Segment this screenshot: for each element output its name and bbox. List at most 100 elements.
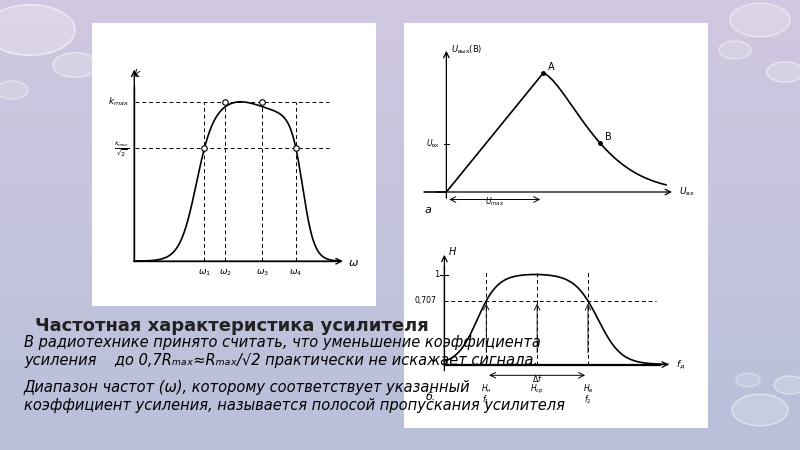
Bar — [0, 166, 800, 169]
Bar — [0, 324, 800, 326]
Bar — [0, 0, 800, 2]
Bar — [0, 27, 800, 29]
Bar — [0, 81, 800, 83]
Bar — [0, 207, 800, 209]
Bar — [0, 414, 800, 416]
Circle shape — [774, 376, 800, 394]
Text: $f_д$: $f_д$ — [676, 358, 685, 371]
Bar — [0, 180, 800, 182]
Bar — [0, 238, 800, 241]
Text: A: A — [547, 62, 554, 72]
Bar — [0, 22, 800, 25]
Bar — [0, 281, 800, 284]
Bar — [0, 335, 800, 338]
Text: $U_{\rm вых}$(В): $U_{\rm вых}$(В) — [450, 43, 482, 56]
Bar — [0, 50, 800, 52]
Text: $U_{\rm вх}$: $U_{\rm вх}$ — [426, 138, 440, 150]
Text: $f_2$: $f_2$ — [584, 393, 592, 406]
Bar — [0, 126, 800, 128]
Bar — [0, 117, 800, 119]
Bar — [0, 108, 800, 110]
Bar — [0, 299, 800, 302]
Bar — [0, 196, 800, 198]
Bar — [0, 7, 800, 9]
Bar — [0, 376, 800, 378]
Bar — [0, 169, 800, 171]
Bar — [0, 104, 800, 106]
Text: $\omega_3$: $\omega_3$ — [256, 267, 269, 278]
Bar — [0, 326, 800, 328]
Bar — [0, 274, 800, 277]
Bar — [0, 443, 800, 446]
Bar — [0, 47, 800, 50]
Bar — [0, 356, 800, 358]
Bar — [0, 218, 800, 220]
Bar — [0, 403, 800, 405]
Text: усиления    до 0,7Rₘₐₓ≈Rₘₐₓ/√2 практически не искажает сигнала.: усиления до 0,7Rₘₐₓ≈Rₘₐₓ/√2 практически … — [24, 353, 538, 368]
Bar — [0, 4, 800, 7]
Circle shape — [732, 394, 788, 426]
Bar — [0, 284, 800, 286]
Text: B: B — [605, 132, 611, 142]
Bar — [0, 367, 800, 369]
Bar — [0, 328, 800, 331]
Bar — [0, 40, 800, 43]
Bar — [0, 236, 800, 238]
Bar — [0, 320, 800, 322]
Bar — [0, 194, 800, 196]
Text: $k_{max}$: $k_{max}$ — [108, 95, 129, 108]
Bar — [0, 164, 800, 166]
Bar — [0, 86, 800, 88]
Bar — [0, 317, 800, 320]
Bar — [0, 412, 800, 414]
Bar — [0, 90, 800, 92]
Bar — [0, 277, 800, 279]
Bar — [0, 36, 800, 38]
Text: 1: 1 — [434, 270, 439, 279]
Text: 0,707: 0,707 — [414, 297, 436, 306]
Bar — [0, 432, 800, 434]
Bar — [0, 178, 800, 180]
Bar — [0, 421, 800, 423]
Bar — [0, 106, 800, 108]
Bar — [0, 261, 800, 263]
Bar — [0, 259, 800, 261]
Bar — [0, 286, 800, 288]
Bar — [0, 232, 800, 234]
Bar — [0, 14, 800, 16]
Bar — [0, 58, 800, 61]
Bar — [0, 34, 800, 36]
Text: коэффициент усиления, называется полосой пропускания усилителя: коэффициент усиления, называется полосой… — [24, 398, 565, 413]
Bar — [0, 184, 800, 187]
Text: $\frac{k_{max}}{\sqrt{2}}$: $\frac{k_{max}}{\sqrt{2}}$ — [114, 139, 129, 158]
Bar — [0, 124, 800, 126]
Bar — [0, 430, 800, 432]
Bar — [0, 110, 800, 112]
Text: б.: б. — [426, 392, 437, 402]
Bar — [0, 407, 800, 410]
Text: $H$: $H$ — [449, 245, 458, 256]
Bar — [0, 266, 800, 268]
Bar — [0, 68, 800, 70]
Bar — [0, 270, 800, 272]
Circle shape — [0, 4, 75, 55]
Bar — [0, 360, 800, 362]
Bar — [0, 302, 800, 304]
Bar — [0, 43, 800, 45]
Text: $k$: $k$ — [133, 67, 142, 79]
Bar — [0, 306, 800, 308]
Text: Диапазон частот (ω), которому соответствует указанный: Диапазон частот (ω), которому соответств… — [24, 380, 470, 395]
Bar — [0, 423, 800, 425]
Bar — [0, 358, 800, 360]
Bar — [0, 101, 800, 104]
Bar — [0, 385, 800, 387]
Bar — [0, 158, 800, 160]
Bar — [0, 2, 800, 4]
Bar — [0, 398, 800, 400]
Bar — [0, 133, 800, 135]
Bar — [0, 153, 800, 155]
Bar — [0, 140, 800, 142]
Bar — [0, 333, 800, 335]
Bar — [0, 342, 800, 344]
Bar — [0, 378, 800, 380]
